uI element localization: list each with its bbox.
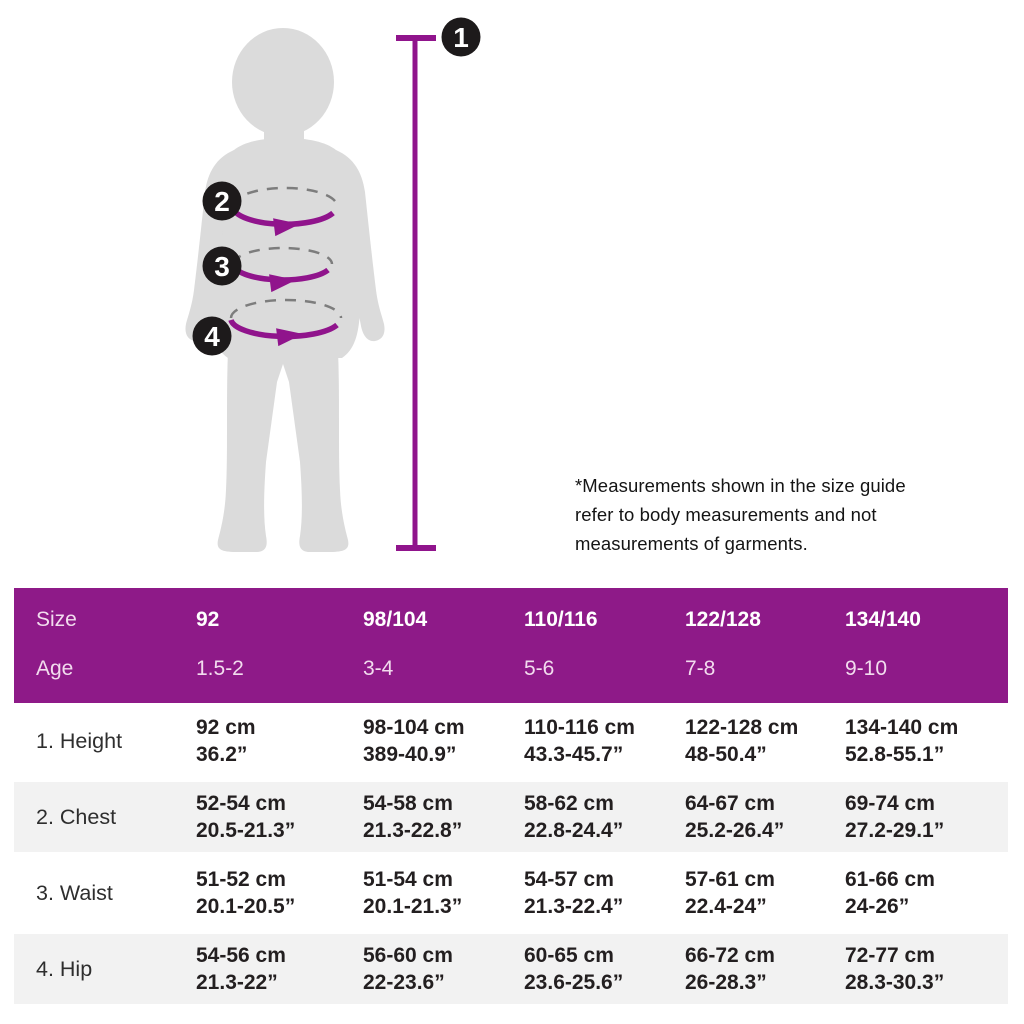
size-col-1: 92	[196, 608, 220, 631]
measurement-cell: 54-57 cm 21.3-22.4”	[524, 866, 685, 920]
hip-measure-tape	[228, 298, 343, 347]
measurement-cell: 110-116 cm 43.3-45.7”	[524, 714, 685, 768]
measurement-cell: 98-104 cm 389-40.9”	[363, 714, 524, 768]
measurement-inches: 24-26”	[845, 895, 910, 918]
table-header: Size 92 98/104 110/116 122/128 134/140 A…	[14, 588, 1008, 703]
measurement-inches: 21.3-22”	[196, 971, 278, 994]
measurement-inches: 28.3-30.3”	[845, 971, 945, 994]
measurement-cell: 72-77 cm 28.3-30.3”	[845, 942, 1008, 996]
measurement-inches: 21.3-22.8”	[363, 819, 463, 842]
badge-1-number: 1	[453, 22, 469, 53]
table-row-chest: 2. Chest 52-54 cm 20.5-21.3” 54-58 cm 21…	[14, 779, 1008, 855]
size-row-label: Size	[36, 608, 77, 631]
measurement-inches: 20.1-20.5”	[196, 895, 296, 918]
measurement-cm: 72-77 cm	[845, 944, 935, 967]
measurement-cm: 69-74 cm	[845, 792, 935, 815]
measurement-cm: 61-66 cm	[845, 868, 935, 891]
measurement-cm: 52-54 cm	[196, 792, 286, 815]
measurement-inches: 21.3-22.4”	[524, 895, 624, 918]
measurement-cm: 64-67 cm	[685, 792, 775, 815]
measurement-inches: 26-28.3”	[685, 971, 767, 994]
size-col-3: 110/116	[524, 608, 598, 631]
size-col-2: 98/104	[363, 608, 428, 631]
measurement-cm: 66-72 cm	[685, 944, 775, 967]
measurement-cell: 66-72 cm 26-28.3”	[685, 942, 845, 996]
row-label: 2. Chest	[36, 804, 117, 829]
badge-2-number: 2	[214, 186, 230, 217]
measurement-disclaimer: *Measurements shown in the size guide re…	[575, 475, 906, 554]
measurement-cm: 92 cm	[196, 716, 256, 739]
measurement-inches: 22.4-24”	[685, 895, 767, 918]
measurement-inches: 25.2-26.4”	[685, 819, 785, 842]
age-col-5: 9-10	[845, 657, 888, 680]
measurement-cell: 60-65 cm 23.6-25.6”	[524, 942, 685, 996]
table-row-height: 1. Height 92 cm 36.2” 98-104 cm 389-40.9…	[14, 703, 1008, 779]
measurement-cm: 57-61 cm	[685, 868, 775, 891]
measurement-cm: 54-57 cm	[524, 868, 614, 891]
size-col-5: 134/140	[845, 608, 921, 631]
measurement-inches: 52.8-55.1”	[845, 743, 945, 766]
measurement-inches: 23.6-25.6”	[524, 971, 624, 994]
measurement-inches: 20.1-21.3”	[363, 895, 463, 918]
child-silhouette-icon	[185, 28, 385, 552]
row-label: 3. Waist	[36, 880, 113, 905]
row-label: 1. Height	[36, 728, 123, 753]
measurement-inches: 27.2-29.1”	[845, 819, 945, 842]
measurement-inches: 22-23.6”	[363, 971, 445, 994]
measurement-cm: 51-54 cm	[363, 868, 453, 891]
age-col-2: 3-4	[363, 657, 394, 680]
badge-4-number: 4	[204, 321, 220, 352]
measurement-cm: 56-60 cm	[363, 944, 453, 967]
measurement-cm: 54-58 cm	[363, 792, 453, 815]
measurement-inches: 43.3-45.7”	[524, 743, 624, 766]
measurement-cell: 122-128 cm 48-50.4”	[685, 714, 845, 768]
measurement-cell: 54-58 cm 21.3-22.8”	[363, 790, 524, 844]
child-figure-svg: 1 2 3 4	[185, 17, 481, 552]
row-label: 4. Hip	[36, 956, 93, 981]
measurement-cm: 60-65 cm	[524, 944, 614, 967]
badge-3-waist: 3	[202, 246, 242, 286]
measurement-inches: 389-40.9”	[363, 743, 457, 766]
age-col-4: 7-8	[685, 657, 716, 680]
age-col-1: 1.5-2	[196, 657, 244, 680]
measurement-cell: 56-60 cm 22-23.6”	[363, 942, 524, 996]
measurement-cm: 98-104 cm	[363, 716, 465, 739]
badge-3-number: 3	[214, 251, 230, 282]
measurement-cell: 69-74 cm 27.2-29.1”	[845, 790, 1008, 844]
measurement-cell: 92 cm 36.2”	[196, 714, 363, 768]
measurement-cell: 58-62 cm 22.8-24.4”	[524, 790, 685, 844]
badge-2-chest: 2	[202, 181, 242, 221]
table-row-hip: 4. Hip 54-56 cm 21.3-22” 56-60 cm 22-23.…	[14, 931, 1008, 1007]
measurement-cell: 51-54 cm 20.1-21.3”	[363, 866, 524, 920]
measurement-cell: 51-52 cm 20.1-20.5”	[196, 866, 363, 920]
measurement-cell: 54-56 cm 21.3-22”	[196, 942, 363, 996]
measurement-inches: 20.5-21.3”	[196, 819, 296, 842]
measurement-cell: 52-54 cm 20.5-21.3”	[196, 790, 363, 844]
badge-4-hip: 4	[192, 316, 232, 356]
age-row-label: Age	[36, 657, 74, 680]
measurement-cm: 110-116 cm	[524, 716, 635, 739]
size-guide-illustration: 1 2 3 4 *Measurements shown in the size …	[185, 17, 906, 554]
measurement-cm: 51-52 cm	[196, 868, 286, 891]
measurement-cell: 61-66 cm 24-26”	[845, 866, 1008, 920]
table-row-waist: 3. Waist 51-52 cm 20.1-20.5” 51-54 cm 20…	[14, 855, 1008, 931]
size-col-4: 122/128	[685, 608, 761, 631]
measurement-cm: 134-140 cm	[845, 716, 959, 739]
measurement-cell: 64-67 cm 25.2-26.4”	[685, 790, 845, 844]
size-guide-table: Size 92 98/104 110/116 122/128 134/140 A…	[14, 588, 1008, 1007]
height-measure-line	[396, 35, 436, 551]
measurement-cm: 54-56 cm	[196, 944, 286, 967]
measure-badges: 1 2 3 4	[192, 17, 481, 356]
measurement-cell: 57-61 cm 22.4-24”	[685, 866, 845, 920]
measurement-inches: 48-50.4”	[685, 743, 767, 766]
measurement-inches: 22.8-24.4”	[524, 819, 624, 842]
measurement-inches: 36.2”	[196, 743, 248, 766]
measurement-cm: 58-62 cm	[524, 792, 614, 815]
measurement-cell: 134-140 cm 52.8-55.1”	[845, 714, 1008, 768]
badge-1-height: 1	[441, 17, 481, 57]
age-col-3: 5-6	[524, 657, 555, 680]
measurement-cm: 122-128 cm	[685, 716, 799, 739]
